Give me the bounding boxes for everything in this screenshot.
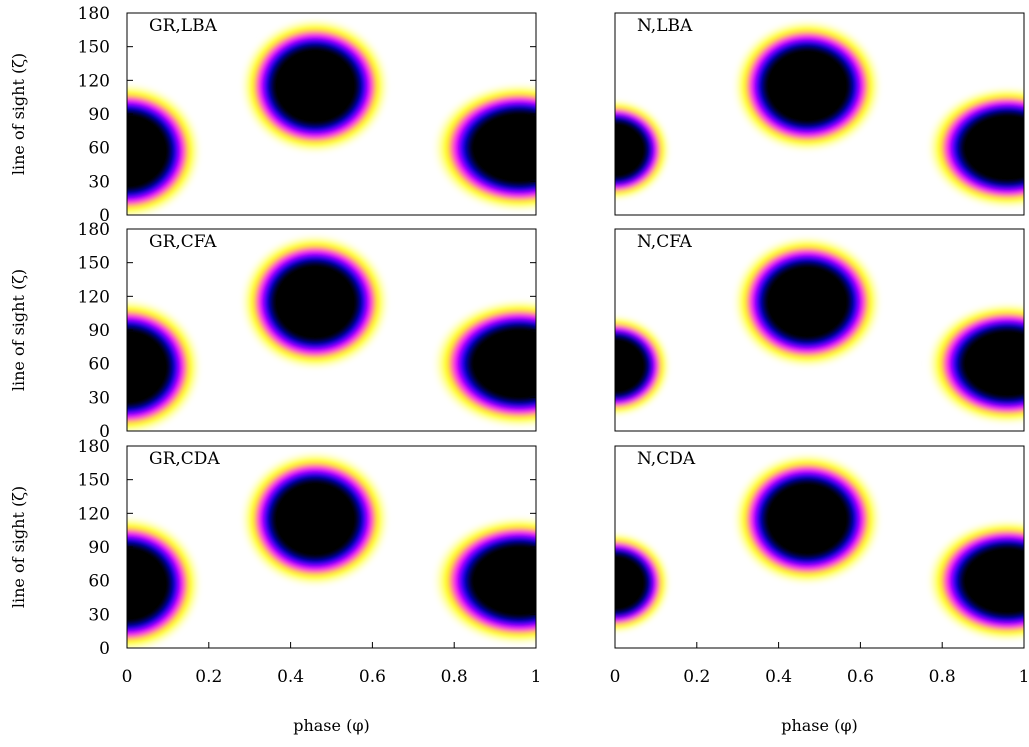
heatmap-blob-right-edge-spot (430, 297, 536, 430)
panel-label: GR,LBA (149, 16, 218, 36)
panel-label: GR,CFA (149, 232, 217, 252)
x-axis-label: phase (φ) (293, 716, 370, 735)
y-axis-label: line of sight (ζ) (9, 53, 28, 175)
y-tick-label: 0 (99, 639, 110, 659)
heatmap-blob-right-edge-spot (925, 518, 1024, 644)
x-tick-label: 1 (1019, 667, 1029, 687)
y-tick-label: 90 (88, 321, 110, 341)
y-tick-label: 150 (78, 471, 110, 491)
y-tick-label: 30 (88, 172, 110, 192)
panel-n-cda: N,CDA 0 0.2 0.4 0.6 0.8 1 phase (φ) (610, 445, 1029, 735)
panel-gr-cda: GR,CDA 0 30 60 90 120 150 180 0 0.2 0.4 0.6 0.8 1 line… (9, 437, 542, 735)
y-tick-label: 180 (78, 437, 110, 457)
heatmap-blob-left-edge-spot (127, 514, 204, 648)
y-axis-label: line of sight (ζ) (9, 486, 28, 608)
y-tick-label: 30 (88, 605, 110, 625)
x-axis-label: phase (φ) (781, 716, 858, 735)
heatmap-blob-central-spot (239, 449, 392, 589)
panel-label: N,LBA (637, 16, 693, 36)
y-tick-label: 90 (88, 538, 110, 558)
y-tick-label: 150 (78, 254, 110, 274)
heatmap-blob-left-edge-spot (615, 97, 673, 203)
panel-gr-cfa: GR,CFA 0 30 60 90 120 150 180 line of sight (ζ) (9, 220, 537, 442)
y-tick-label: 180 (78, 220, 110, 240)
heatmap-blob-left-edge-spot (615, 313, 673, 419)
y-tick-label: 0 (99, 206, 110, 226)
panel-label: GR,CDA (149, 449, 220, 469)
heatmap-blob-left-edge-spot (127, 81, 204, 215)
y-tick-label: 120 (78, 71, 110, 91)
x-tick-label: 0.4 (765, 667, 792, 687)
x-tick-label: 0.6 (847, 667, 874, 687)
x-tick-label: 0.6 (359, 667, 386, 687)
plot-frame (614, 445, 1025, 649)
heatmap-blob-central-spot (731, 451, 884, 587)
plot-frame (614, 12, 1025, 216)
x-tick-label: 0.2 (195, 667, 222, 687)
heatmap-blob-right-edge-spot (430, 514, 536, 647)
heatmap-blob-right-edge-spot (925, 301, 1024, 427)
heatmap-blob-right-edge-spot (430, 81, 536, 214)
plot-frame (614, 228, 1025, 432)
panel-n-lba: N,LBA (614, 12, 1025, 216)
x-tick-label: 0.8 (441, 667, 468, 687)
heatmap-blob-right-edge-spot (925, 85, 1024, 211)
y-tick-label: 120 (78, 504, 110, 524)
x-tick-label: 0.2 (683, 667, 710, 687)
heatmap-blob-central-spot (731, 234, 884, 370)
panel-label: N,CFA (637, 232, 693, 252)
heatmap-blob-central-spot (239, 232, 392, 372)
y-tick-label: 180 (78, 4, 110, 24)
x-tick-label: 0 (610, 667, 621, 687)
x-tick-label: 0.4 (277, 667, 304, 687)
heatmap-blob-central-spot (731, 18, 884, 154)
y-tick-label: 60 (88, 572, 110, 592)
y-tick-label: 60 (88, 355, 110, 375)
y-tick-label: 60 (88, 139, 110, 159)
y-tick-label: 120 (78, 287, 110, 307)
panel-n-cfa: N,CFA (614, 228, 1025, 432)
x-tick-label: 1 (531, 667, 542, 687)
y-tick-label: 30 (88, 388, 110, 408)
heatmap-blob-left-edge-spot (615, 530, 673, 636)
heatmap-blob-central-spot (239, 16, 392, 156)
y-tick-label: 150 (78, 38, 110, 58)
y-axis-label: line of sight (ζ) (9, 269, 28, 391)
panel-gr-lba: GR,LBA 0 30 60 90 120 150 180 line of sight (ζ) (9, 4, 537, 226)
x-tick-label: 0 (122, 667, 133, 687)
heatmap-blob-left-edge-spot (127, 297, 204, 431)
y-tick-label: 90 (88, 105, 110, 125)
y-tick-label: 0 (99, 422, 110, 442)
x-tick-label: 0.8 (929, 667, 956, 687)
panel-label: N,CDA (637, 449, 696, 469)
